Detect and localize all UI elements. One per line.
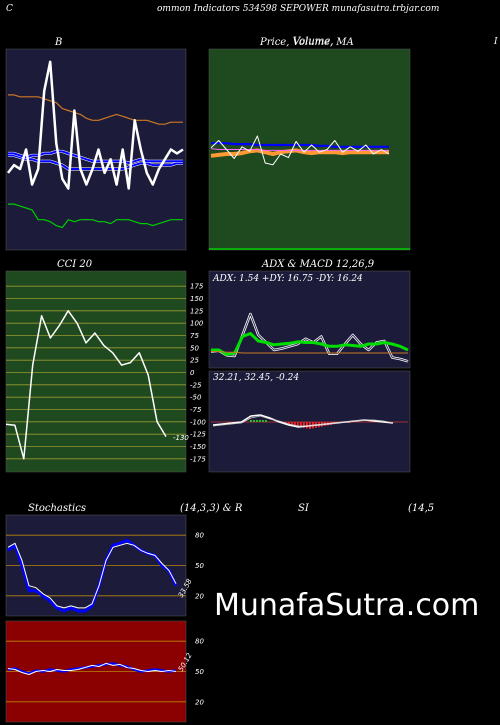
macd-hist-bar <box>300 422 302 428</box>
macd-hist-bar <box>303 422 305 428</box>
macd-lines <box>211 414 408 429</box>
macd-hist-bar-pos <box>265 420 267 422</box>
header-text: ommon Indicators 534598 SEPOWER munafasu… <box>157 4 440 14</box>
stoch-tick-label: 50 <box>195 562 204 570</box>
rsi-params: (14,5 <box>408 503 435 514</box>
macd-hist-bar-pos <box>250 420 252 422</box>
stochastics-title: Stochastics <box>28 503 86 514</box>
macd-hist-bar-pos <box>256 420 258 422</box>
bollinger-orange-line <box>8 94 183 125</box>
cci-tick-label: -175 <box>190 455 206 463</box>
bollinger-green-line <box>8 203 183 229</box>
bollinger-lines <box>7 60 184 229</box>
stoch-d-line <box>7 542 177 609</box>
cci-tick-label: -25 <box>190 381 202 389</box>
macd-hist-bar <box>306 422 308 429</box>
macd-hist-bar <box>294 422 296 426</box>
price-ma-blue <box>211 142 389 148</box>
price-line <box>210 135 390 166</box>
stoch-params: (14,3,3) & R <box>180 503 243 514</box>
cci-tick-label: -150 <box>190 443 206 451</box>
macd-values: 32.21, 32.45, -0.24 <box>213 373 300 383</box>
header-left-letter: C <box>6 4 13 14</box>
watermark: MunafaSutra.com <box>214 588 480 623</box>
macd-hist-bar <box>291 422 293 426</box>
cci-tick-label: -50 <box>190 394 202 402</box>
rsi-title: SI <box>298 503 309 514</box>
header-right-letter: I <box>494 37 498 47</box>
cci-tick-label: -125 <box>190 431 206 439</box>
rsi-signal-line <box>7 662 177 675</box>
adx-values: ADX: 1.54 +DY: 16.75 -DY: 16.24 <box>213 274 363 284</box>
cci-panel <box>5 270 187 473</box>
macd-hist-bar <box>288 422 290 425</box>
cci-last-label: -130 <box>173 434 189 442</box>
macd-hist-bar-pos <box>259 420 261 422</box>
rsi-line <box>7 662 177 675</box>
price-lines <box>210 135 390 166</box>
cci-tick-label: 100 <box>190 320 204 328</box>
macd-hist-bar-pos <box>253 420 255 422</box>
cci-tick-label: 175 <box>190 283 204 291</box>
cci-lines: 175 150 125 100 75 50 25 0 -25 -50 -75 -100 -125 -150… <box>5 283 206 463</box>
cci-tick-label: 50 <box>190 344 199 352</box>
rsi-tick-label: 20 <box>195 698 204 706</box>
price-title-overlap: Volume, <box>293 36 334 47</box>
bollinger-panel <box>5 48 187 251</box>
cci-tick-label: 25 <box>190 357 199 365</box>
bollinger-band-upper <box>8 154 183 170</box>
cci-tick-label: -100 <box>190 418 206 426</box>
macd-hist-bar <box>297 422 299 427</box>
adx-lines <box>210 312 409 363</box>
cci-tick-label: 75 <box>190 332 199 340</box>
stoch-tick-label: 80 <box>195 532 204 540</box>
macd-hist-bar <box>348 422 350 423</box>
cci-line <box>5 310 167 460</box>
cci-tick-label: 125 <box>190 307 204 315</box>
macd-hist-bar-pos <box>262 420 264 422</box>
rsi-tick-label: 50 <box>195 668 204 676</box>
adx-panel <box>208 270 411 369</box>
cci-tick-label: -75 <box>190 406 202 414</box>
stoch-tick-label: 20 <box>195 592 204 600</box>
rsi-tick-label: 80 <box>195 638 204 646</box>
adx-orange-line <box>211 351 408 354</box>
bollinger-title: B <box>55 37 63 48</box>
adx-macd-title: ADX & MACD 12,26,9 <box>262 259 375 270</box>
adx-green-line <box>211 332 409 356</box>
cci-tick-label: 0 <box>190 369 195 377</box>
macd-signal-line <box>212 415 394 427</box>
cci-tick-label: 150 <box>190 295 204 303</box>
cci-title: CCI 20 <box>57 259 93 270</box>
price-title: Price, Volume, MA <box>260 37 354 48</box>
price-ma-orange <box>210 148 389 158</box>
bollinger-price-line <box>7 60 184 190</box>
